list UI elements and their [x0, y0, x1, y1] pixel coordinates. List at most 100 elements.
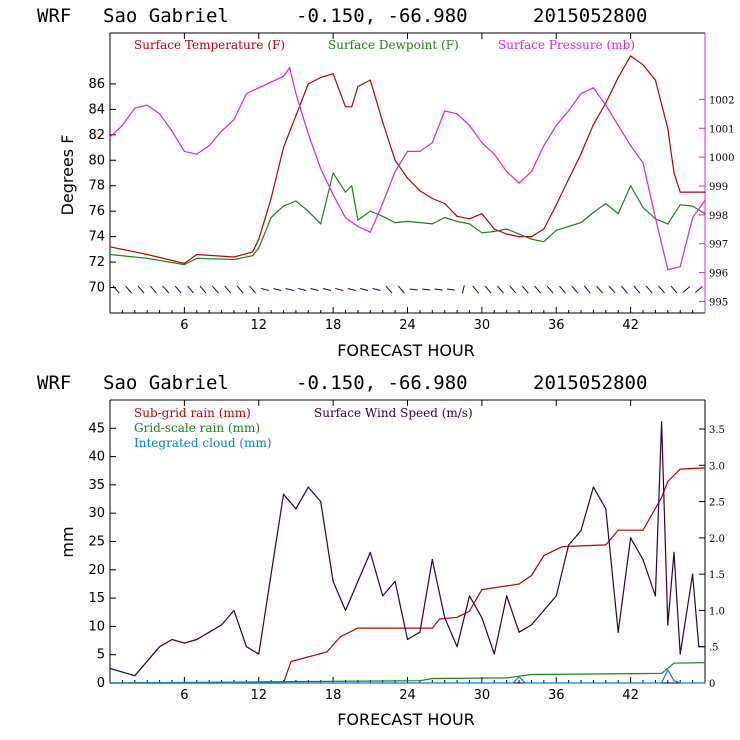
wind-barb	[596, 285, 604, 294]
data-point	[481, 617, 483, 619]
wind-barb	[187, 285, 194, 294]
data-point	[530, 574, 533, 577]
data-point	[134, 675, 136, 677]
y2-tick-label: 998	[709, 211, 728, 222]
wind-barb	[559, 285, 566, 294]
data-point	[431, 559, 433, 561]
x-tick-label: 36	[548, 318, 565, 333]
wind-barb	[621, 285, 628, 294]
wind-barb	[397, 285, 405, 294]
data-point	[530, 171, 533, 173]
data-point	[543, 145, 545, 147]
y-tick-label: 30	[88, 506, 105, 521]
data-point	[704, 682, 706, 684]
data-point	[382, 121, 384, 123]
data-point	[456, 113, 458, 115]
data-point	[468, 124, 471, 126]
data-point	[146, 104, 148, 106]
legend-dewpoint: Surface Dewpoint (F)	[328, 38, 459, 52]
data-point	[456, 646, 458, 648]
data-point	[394, 580, 396, 583]
data-point	[109, 136, 111, 138]
x-tick-label: 36	[548, 688, 565, 703]
data-point	[320, 223, 322, 225]
data-point	[580, 530, 582, 532]
wind-barb	[150, 285, 157, 294]
data-point	[196, 638, 198, 641]
data-point	[605, 544, 607, 546]
x-tick-label: 6	[180, 318, 188, 333]
data-point	[419, 190, 421, 192]
data-point	[406, 177, 409, 179]
data-point	[679, 653, 681, 655]
data-point	[506, 228, 508, 230]
data-point	[146, 257, 148, 259]
data-point	[444, 216, 446, 219]
data-point	[340, 636, 342, 638]
y-tick-label: 82	[88, 128, 105, 143]
y2-tick-label: 2.5	[709, 498, 725, 509]
header-date-2: 2015052800	[533, 372, 647, 394]
data-point	[568, 110, 570, 112]
data-point	[171, 638, 173, 641]
data-point	[282, 75, 285, 77]
data-point	[617, 631, 619, 633]
data-point	[543, 609, 545, 612]
data-point	[134, 107, 136, 109]
data-point	[543, 228, 545, 230]
data-point	[481, 589, 483, 591]
data-point	[617, 213, 619, 215]
data-point	[431, 627, 433, 629]
data-point	[555, 204, 557, 206]
data-point	[661, 682, 663, 684]
data-point	[332, 172, 334, 174]
data-point	[518, 233, 520, 235]
data-point	[654, 217, 657, 219]
data-point	[468, 610, 471, 612]
legend-integrated-cloud: Integrated cloud (mm)	[134, 436, 272, 450]
data-point	[679, 468, 681, 470]
data-point	[468, 223, 471, 225]
data-point	[369, 551, 371, 554]
data-point	[524, 682, 526, 684]
wind-barb	[546, 285, 554, 294]
data-point	[518, 631, 520, 633]
data-point	[344, 191, 347, 193]
y-tick-label: 35	[88, 478, 105, 493]
data-point	[630, 55, 632, 57]
data-point	[431, 223, 433, 225]
header-date: 2015052800	[533, 5, 647, 27]
data-point	[444, 617, 446, 619]
data-point	[307, 486, 309, 488]
wind-barb	[434, 288, 443, 291]
wind-barb	[211, 285, 219, 294]
data-point	[704, 191, 706, 193]
wind-barb	[682, 286, 691, 293]
wind-barb	[174, 285, 182, 294]
wind-barb	[497, 285, 504, 294]
data-point	[196, 153, 198, 155]
data-point	[692, 191, 694, 193]
wind-barb	[112, 285, 120, 294]
y-tick-label: 86	[88, 77, 105, 92]
data-point	[121, 124, 123, 126]
data-point	[109, 246, 111, 248]
data-point	[518, 182, 520, 184]
data-point	[295, 115, 297, 117]
legend-wind-speed: Surface Wind Speed (m/s)	[314, 406, 473, 420]
data-point	[661, 421, 663, 423]
data-point	[208, 631, 210, 633]
data-point	[332, 580, 334, 583]
data-point	[605, 102, 607, 104]
y-tick-label: 84	[88, 102, 105, 117]
data-point	[481, 142, 483, 144]
data-point	[406, 220, 409, 222]
x-tick-label: 42	[622, 318, 639, 333]
data-point	[121, 671, 123, 673]
data-point	[704, 213, 706, 215]
data-point	[667, 223, 669, 225]
data-point	[369, 79, 371, 81]
data-point	[518, 583, 520, 585]
data-point	[592, 124, 595, 126]
data-point	[692, 573, 694, 575]
